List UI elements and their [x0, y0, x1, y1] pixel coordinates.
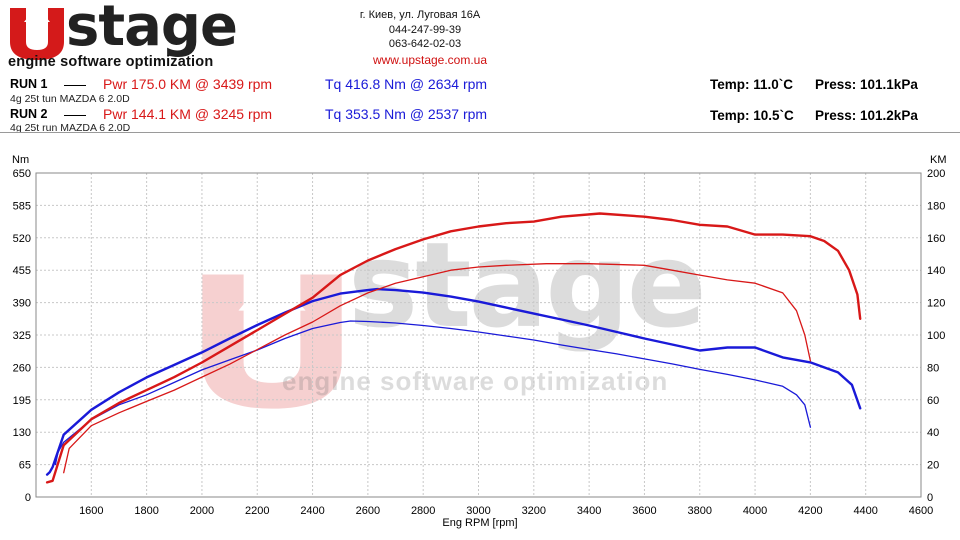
series-line-run-1-tq [45, 287, 862, 476]
watermark-wordmark: stage [348, 216, 707, 354]
y-left-tick-label: 325 [13, 330, 31, 342]
phone-1: 044-247-99-39 [388, 24, 462, 36]
x-tick-label: 2400 [300, 505, 324, 517]
upstage-logo-u-mark [10, 6, 64, 60]
x-tick-label: 2800 [411, 505, 435, 517]
x-tick-label: 1800 [134, 505, 158, 517]
y-right-tick-label: 80 [927, 362, 939, 374]
run2-label: RUN 2 [10, 107, 48, 121]
run2-line-swatch [64, 115, 86, 116]
y-right-tick-label: 140 [927, 265, 945, 277]
y-right-tick-label: 160 [927, 233, 945, 245]
run1-power: Pwr 175.0 KM @ 3439 rpm [103, 76, 273, 92]
watermark-tagline: engine software optimization [282, 366, 669, 396]
series-line-run-2-tq [54, 320, 812, 466]
run1-torque: Tq 416.8 Nm @ 2634 rpm [325, 76, 488, 92]
run2-temp: Temp: 10.5`C [710, 108, 794, 123]
y-right-tick-label: 60 [927, 395, 939, 407]
y-axis-left-label: Nm [12, 154, 29, 166]
y-right-tick-label: 20 [927, 460, 939, 472]
y-right-tick-label: 100 [927, 330, 945, 342]
plot-frame [35, 172, 922, 498]
x-tick-label: 3200 [522, 505, 546, 517]
y-right-tick-label: 180 [927, 200, 945, 212]
run1-description: 4g 25t tun MAZDA 6 2.0D [10, 93, 130, 105]
x-tick-label: 3000 [466, 505, 490, 517]
address: г. Киев, ул. Луговая 16А [359, 9, 481, 21]
y-left-tick-label: 455 [13, 265, 31, 277]
x-tick-label: 2000 [190, 505, 214, 517]
series-line-run-1-pwr [45, 212, 862, 484]
series-line-run-2-pwr [63, 263, 812, 474]
x-tick-label: 2200 [245, 505, 269, 517]
x-axis-label: Eng RPM [rpm] [442, 517, 517, 529]
x-tick-label: 4400 [853, 505, 877, 517]
x-tick-label: 3600 [632, 505, 656, 517]
website-link[interactable]: www.upstage.com.ua [372, 53, 488, 67]
y-axis-right-label: KM [930, 154, 947, 166]
logo-tagline: engine software optimization [8, 54, 214, 70]
run1-label: RUN 1 [10, 77, 48, 91]
phone-2: 063-642-02-03 [388, 38, 462, 50]
y-right-tick-label: 40 [927, 427, 939, 439]
y-left-tick-label: 65 [19, 460, 31, 472]
run1-temp: Temp: 11.0`C [710, 77, 794, 92]
run1-line-swatch [64, 85, 86, 86]
y-left-tick-label: 0 [25, 492, 31, 504]
y-left-tick-label: 520 [13, 233, 31, 245]
y-right-tick-label: 120 [927, 298, 945, 310]
run2-power: Pwr 144.1 KM @ 3245 rpm [103, 106, 273, 122]
y-left-tick-label: 130 [13, 427, 31, 439]
run1-press: Press: 101.1kPa [815, 77, 918, 92]
x-tick-label: 4600 [909, 505, 933, 517]
dyno-chart: 1600 1800 2000 2200 2400 2600 2800 3000 3200 3400… [12, 154, 947, 529]
x-tick-label: 2600 [356, 505, 380, 517]
y-left-tick-label: 195 [13, 395, 31, 407]
x-tick-label: 1600 [79, 505, 103, 517]
x-tick-label: 3400 [577, 505, 601, 517]
run2-description: 4g 25t run MAZDA 6 2.0D [10, 122, 131, 134]
y-left-tick-label: 650 [13, 168, 31, 180]
x-tick-label: 4000 [743, 505, 767, 517]
x-tick-label: 4200 [798, 505, 822, 517]
run2-press: Press: 101.2kPa [815, 108, 918, 123]
y-left-tick-label: 390 [13, 298, 31, 310]
y-right-tick-label: 200 [927, 168, 945, 180]
header-divider [0, 132, 960, 133]
y-left-tick-label: 260 [13, 362, 31, 374]
y-right-tick-label: 0 [927, 492, 933, 504]
logo-wordmark: stage [66, 0, 238, 59]
run2-torque: Tq 353.5 Nm @ 2537 rpm [325, 106, 488, 122]
x-tick-label: 3800 [688, 505, 712, 517]
y-left-tick-label: 585 [13, 200, 31, 212]
